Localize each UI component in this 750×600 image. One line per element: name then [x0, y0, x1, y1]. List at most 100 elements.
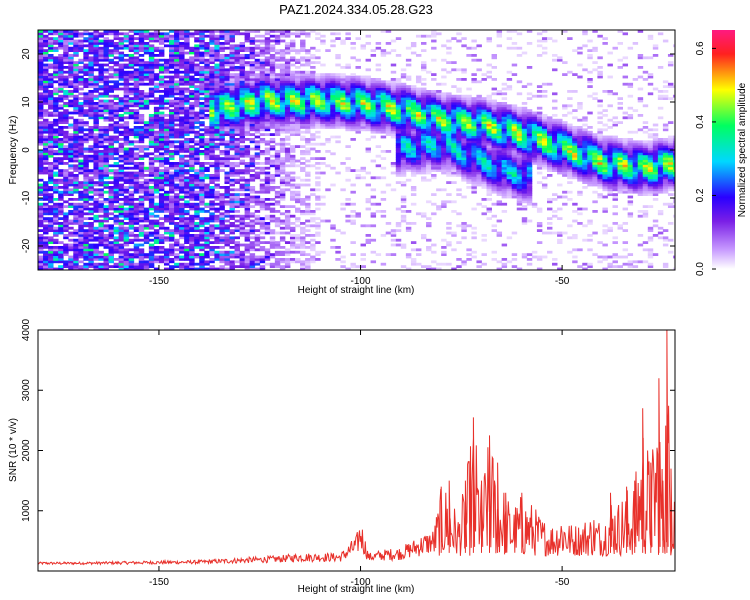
spectrogram-cell — [189, 126, 195, 129]
spectrogram-cell — [199, 231, 205, 235]
spectrogram-cell — [284, 241, 291, 244]
spectrogram-cell — [300, 210, 306, 213]
spectrogram-cell — [305, 102, 311, 105]
spectrogram-cell — [239, 198, 246, 201]
spectrogram-cell — [234, 30, 240, 33]
spectrogram-cell — [204, 243, 210, 247]
spectrogram-cell — [169, 51, 175, 55]
spectrogram-cell — [133, 262, 140, 266]
spectrogram-cell — [148, 94, 155, 98]
spectrogram-cell — [199, 111, 205, 115]
spectrogram-cell — [199, 224, 205, 228]
spectrogram-cell — [219, 66, 225, 69]
spectrogram-cell — [78, 265, 84, 268]
spectrogram-cell — [229, 51, 235, 55]
spectrogram-cell — [335, 56, 341, 60]
spectrogram-cell — [98, 56, 104, 60]
spectrogram-cell — [143, 214, 150, 218]
spectrogram-cell — [274, 171, 281, 175]
spectrogram-cell — [219, 109, 225, 112]
spectrogram-cell — [199, 102, 205, 105]
spectrogram-cell — [214, 157, 220, 160]
spectrogram-cell — [38, 37, 44, 40]
spectrogram-cell — [38, 164, 44, 168]
spectrogram-cell — [158, 82, 165, 86]
spectrogram-cell — [88, 135, 94, 139]
spectrogram-cell — [133, 56, 140, 60]
spectrogram-cell — [219, 99, 225, 103]
spectrogram-cell — [204, 186, 210, 189]
spectrogram-cell — [108, 207, 114, 211]
spectrogram-cell — [209, 87, 215, 91]
spectrogram-cell — [148, 159, 155, 163]
spectrogram-cell — [118, 248, 125, 252]
spectrogram-cell — [138, 145, 145, 148]
spectrogram-cell — [98, 46, 104, 50]
spectrogram-cell — [68, 145, 74, 148]
spectrogram-cell — [123, 226, 130, 230]
spectrogram-cell — [249, 63, 256, 67]
spectrogram-cell — [128, 87, 135, 91]
spectrogram-cell — [259, 73, 266, 76]
spectrogram-cell — [224, 126, 230, 129]
spectrogram-cell — [58, 267, 64, 270]
spectrogram-cell — [133, 128, 140, 132]
spectrogram-cell — [88, 222, 94, 225]
spectrogram-cell — [199, 87, 205, 91]
spectrogram-cell — [118, 229, 125, 232]
spectrogram-cell — [179, 205, 185, 208]
spectrogram-cell — [214, 258, 220, 261]
spectrogram-cell — [274, 262, 281, 266]
spectrogram-cell — [224, 157, 230, 160]
spectrogram-cell — [118, 205, 125, 208]
spectrogram-cell — [128, 222, 135, 225]
spectrogram-cell — [234, 80, 240, 84]
spectrogram-cell — [375, 78, 382, 81]
spectrogram-cell — [58, 56, 64, 60]
spectrogram-cell — [214, 219, 220, 223]
spectrogram-cell — [199, 265, 205, 268]
spectrogram-cell — [239, 128, 246, 132]
spectrogram-cell — [209, 37, 215, 40]
spectrogram-cell — [153, 207, 160, 211]
spectrogram-cell — [249, 138, 256, 141]
spectrogram-cell — [128, 186, 135, 189]
spectrogram-cell — [254, 58, 261, 62]
spectrogram-cell — [269, 44, 276, 48]
spectrogram-cell — [259, 82, 266, 86]
spectrogram-cell — [118, 154, 125, 158]
spectrogram-cell — [143, 68, 150, 72]
spectrogram-cell — [380, 109, 387, 112]
spectrogram-cell — [259, 90, 266, 93]
spectrogram-cell — [300, 250, 306, 254]
spectrogram-cell — [53, 114, 59, 117]
spectrogram-cell — [133, 214, 140, 218]
spectrogram-cell — [83, 44, 89, 48]
spectrogram-cell — [345, 99, 351, 103]
spectrogram-cell — [113, 102, 120, 105]
spectrogram-cell — [405, 111, 412, 115]
spectrogram-cell — [400, 181, 407, 184]
spectrogram-cell — [199, 174, 205, 177]
spectrogram-cell — [380, 118, 387, 122]
spectrogram-cell — [163, 128, 170, 132]
spectrogram-cell — [53, 106, 59, 110]
spectrogram-cell — [370, 106, 377, 110]
spectrogram-cell — [169, 246, 175, 249]
spectrogram-cell — [209, 49, 215, 52]
spectrogram-cell — [249, 140, 256, 144]
spectrogram-cell — [184, 97, 190, 100]
spectrogram-cell — [48, 241, 54, 244]
spectrogram-cell — [158, 200, 165, 204]
spectrogram-cell — [93, 190, 99, 194]
spectrogram-cell — [340, 188, 346, 192]
spectrogram-cell — [209, 186, 215, 189]
spectrogram-cell — [375, 126, 382, 129]
spectrogram-cell — [118, 75, 125, 79]
spectrogram-cell — [305, 87, 311, 91]
spectrogram-cell — [365, 118, 372, 122]
spectrogram-cell — [209, 82, 215, 86]
spectrogram-cell — [98, 238, 104, 242]
spectrogram-cell — [184, 30, 190, 33]
spectrogram-cell — [234, 92, 240, 96]
